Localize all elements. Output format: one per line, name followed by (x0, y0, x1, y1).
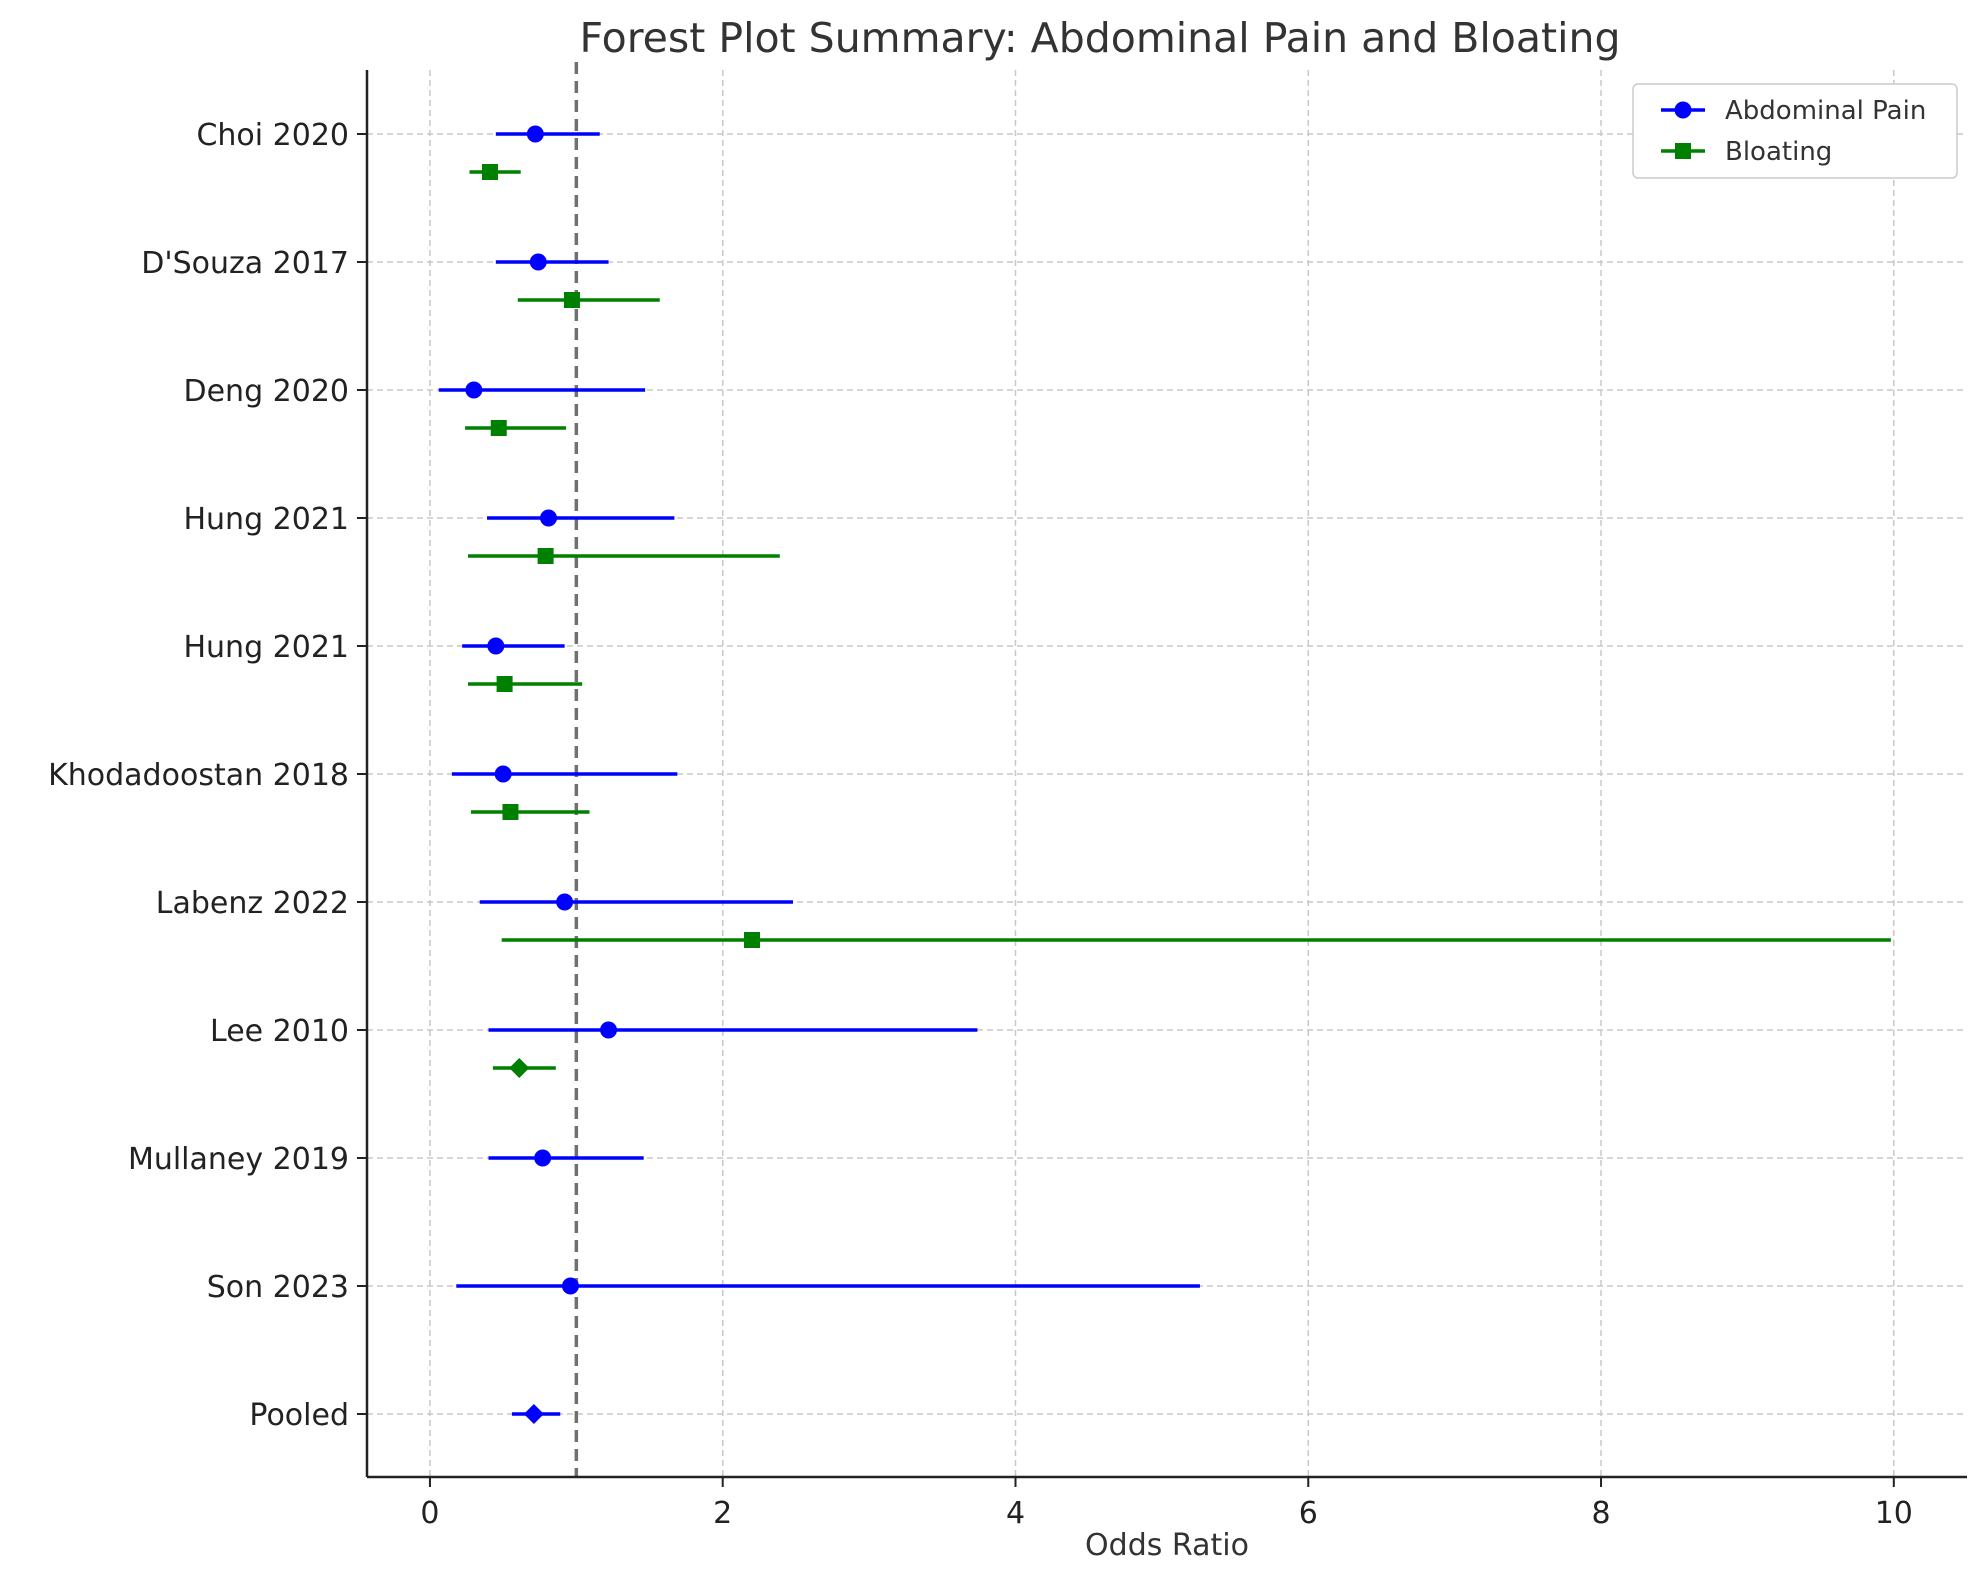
point-marker (487, 637, 505, 655)
y-tick-label: Labenz 2022 (156, 886, 349, 921)
pooled-diamond-marker (523, 1404, 544, 1424)
point-marker (556, 893, 574, 911)
x-tick-label: 2 (713, 1496, 732, 1531)
y-tick-label: Khodadoostan 2018 (48, 758, 349, 793)
grid (367, 70, 1967, 1477)
pooled-diamond-marker (509, 1058, 530, 1078)
point-marker (563, 292, 580, 308)
x-tick-label: 6 (1299, 1496, 1318, 1531)
legend-item: Bloating (1661, 137, 1832, 167)
point-marker (540, 509, 558, 527)
point-marker (529, 253, 547, 271)
point-marker (481, 164, 498, 180)
point-marker (490, 420, 507, 436)
point-marker (743, 932, 760, 948)
axes: 0 2 4 6 8 10 Choi 2020 D'Souza 2017 Deng 2020 Hun… (48, 70, 1967, 1531)
legend-square-marker (1675, 143, 1691, 159)
x-tick-label: 8 (1591, 1496, 1610, 1531)
y-tick-label: Hung 2021 (183, 630, 349, 665)
y-tick-label: Son 2023 (207, 1270, 349, 1305)
y-tick-label: Deng 2020 (184, 374, 350, 409)
series-layer (438, 125, 1891, 1424)
series-abdominal-pain (438, 125, 1200, 1424)
legend-box (1632, 83, 1958, 179)
point-marker (526, 125, 544, 143)
legend-circle-marker (1674, 101, 1692, 119)
y-tick-label: Hung 2021 (183, 502, 349, 537)
x-tick-label: 4 (1006, 1496, 1025, 1531)
series-bloating (465, 164, 1891, 1078)
point-marker (494, 765, 512, 783)
y-tick-label: Lee 2010 (210, 1014, 349, 1049)
y-tick-label: D'Souza 2017 (141, 246, 349, 281)
legend-label: Abdominal Pain (1725, 96, 1926, 126)
x-axis-title: Odds Ratio (1085, 1528, 1249, 1563)
y-tick-label: Pooled (249, 1398, 349, 1433)
legend-label: Bloating (1725, 137, 1832, 167)
point-marker (600, 1021, 618, 1039)
legend-item: Abdominal Pain (1661, 96, 1926, 126)
x-tick-label: 0 (420, 1496, 439, 1531)
point-marker (534, 1149, 552, 1167)
legend: Abdominal Pain Bloating (1632, 83, 1958, 179)
chart-title: Forest Plot Summary: Abdominal Pain and … (580, 14, 1621, 62)
x-tick-label: 10 (1875, 1496, 1913, 1531)
point-marker (496, 676, 513, 692)
point-marker (502, 804, 519, 820)
point-marker (465, 381, 483, 399)
y-tick-label: Choi 2020 (196, 118, 349, 153)
point-marker (537, 548, 554, 564)
point-marker (561, 1277, 579, 1295)
y-tick-label: Mullaney 2019 (128, 1142, 349, 1177)
